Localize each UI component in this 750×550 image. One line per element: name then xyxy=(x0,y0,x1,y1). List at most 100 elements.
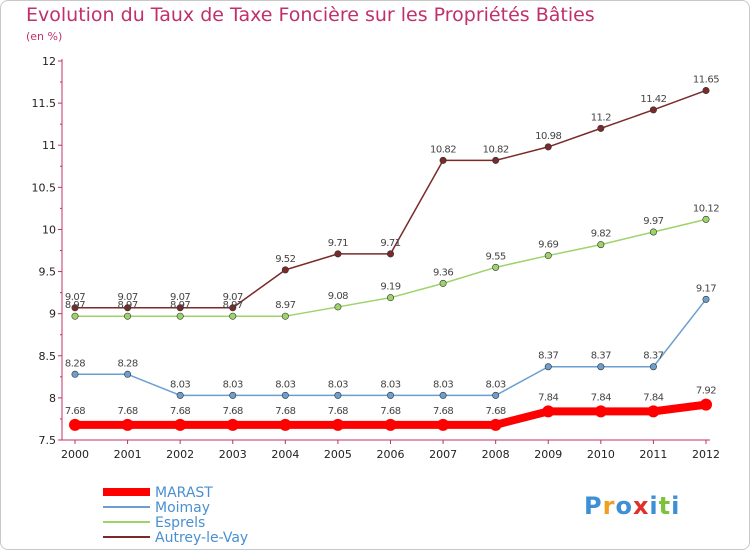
data-point-esprels xyxy=(124,312,132,320)
data-label-autrey-le-vay: 11.2 xyxy=(591,112,611,123)
y-tick-label: 8 xyxy=(49,392,56,405)
x-tick-label: 2001 xyxy=(114,448,142,461)
data-label-esprels: 9.08 xyxy=(328,291,348,302)
x-tick-label: 2006 xyxy=(377,448,405,461)
logo-letter: x xyxy=(632,492,650,520)
data-label-esprels: 8.97 xyxy=(223,300,243,311)
data-label-autrey-le-vay: 10.82 xyxy=(483,144,509,155)
data-point-autrey-le-vay xyxy=(544,143,552,151)
data-label-marast: 7.68 xyxy=(380,406,400,417)
y-tick-label: 11 xyxy=(42,139,56,152)
data-point-autrey-le-vay xyxy=(649,106,657,114)
data-point-autrey-le-vay xyxy=(597,124,605,132)
data-label-esprels: 9.55 xyxy=(486,251,506,262)
x-tick-label: 2008 xyxy=(482,448,510,461)
data-point-marast xyxy=(384,418,397,431)
x-tick-label: 2009 xyxy=(534,448,562,461)
series-marast xyxy=(69,398,712,431)
data-label-esprels: 9.36 xyxy=(433,267,453,278)
legend-entry-marast: MARAST xyxy=(155,485,213,501)
y-tick-label: 7.5 xyxy=(39,434,57,447)
data-label-esprels: 9.82 xyxy=(591,229,611,240)
y-tick-label: 11.5 xyxy=(32,97,57,110)
logo-letter: i xyxy=(649,492,659,520)
data-label-autrey-le-vay: 9.71 xyxy=(380,238,400,249)
data-label-marast: 7.84 xyxy=(538,392,558,403)
data-label-marast: 7.68 xyxy=(275,406,295,417)
data-label-moimay: 8.03 xyxy=(170,379,190,390)
data-label-marast: 7.68 xyxy=(65,406,85,417)
data-point-autrey-le-vay xyxy=(281,266,289,274)
logo-letter: r xyxy=(602,492,616,520)
data-point-marast xyxy=(226,418,239,431)
x-tick-label: 2003 xyxy=(219,448,247,461)
y-tick-label: 12 xyxy=(42,55,56,68)
data-label-autrey-le-vay: 9.07 xyxy=(170,292,190,303)
data-label-autrey-le-vay: 9.07 xyxy=(65,292,85,303)
data-label-moimay: 8.37 xyxy=(591,351,611,362)
series-autrey-le-vay xyxy=(71,86,710,312)
data-label-moimay: 8.03 xyxy=(328,379,348,390)
data-label-moimay: 8.03 xyxy=(223,379,243,390)
logo-letter: t xyxy=(658,492,672,520)
data-label-marast: 7.68 xyxy=(117,406,137,417)
data-point-moimay xyxy=(334,391,342,399)
data-point-moimay xyxy=(649,363,657,371)
data-point-marast xyxy=(174,418,187,431)
data-point-marast xyxy=(489,418,502,431)
data-label-esprels: 8.97 xyxy=(117,300,137,311)
data-point-esprels xyxy=(649,228,657,236)
data-label-autrey-le-vay: 11.42 xyxy=(640,94,666,105)
data-label-autrey-le-vay: 9.07 xyxy=(223,292,243,303)
data-point-marast xyxy=(121,418,134,431)
legend-entry-moimay: Moimay xyxy=(155,500,210,516)
data-point-autrey-le-vay xyxy=(492,156,500,164)
data-label-autrey-le-vay: 9.71 xyxy=(328,238,348,249)
data-point-marast xyxy=(279,418,292,431)
data-label-esprels: 9.97 xyxy=(643,216,663,227)
data-label-marast: 7.92 xyxy=(696,386,716,397)
data-label-moimay: 8.03 xyxy=(433,379,453,390)
data-point-marast xyxy=(647,405,660,418)
data-point-moimay xyxy=(492,391,500,399)
data-label-esprels: 9.69 xyxy=(538,240,558,251)
data-label-marast: 7.68 xyxy=(433,406,453,417)
series-layer xyxy=(69,86,712,431)
data-point-moimay xyxy=(176,391,184,399)
data-label-autrey-le-vay: 10.98 xyxy=(535,131,561,142)
data-label-moimay: 8.03 xyxy=(486,379,506,390)
data-label-marast: 7.68 xyxy=(223,406,243,417)
data-label-esprels: 10.12 xyxy=(693,203,719,214)
x-tick-label: 2005 xyxy=(324,448,352,461)
data-label-moimay: 8.37 xyxy=(643,351,663,362)
data-label-marast: 7.84 xyxy=(591,392,611,403)
data-label-esprels: 8.97 xyxy=(65,300,85,311)
y-tick-label: 10 xyxy=(42,223,56,236)
x-tick-label: 2007 xyxy=(429,448,457,461)
data-label-marast: 7.68 xyxy=(486,406,506,417)
y-tick-label: 9 xyxy=(49,308,56,321)
logo-letter: i xyxy=(671,492,681,520)
x-tick-label: 2012 xyxy=(692,448,720,461)
data-point-esprels xyxy=(492,263,500,271)
series-esprels xyxy=(71,215,710,320)
data-point-moimay xyxy=(281,391,289,399)
chart-subtitle: (en %) xyxy=(26,30,63,43)
chart-title: Evolution du Taux de Taxe Foncière sur l… xyxy=(26,4,595,26)
data-point-autrey-le-vay xyxy=(229,304,237,312)
data-point-autrey-le-vay xyxy=(439,156,447,164)
data-labels: 9.07 9.07 9.07 9.07 9.52 9.71 9.71 10.82 10.82 10… xyxy=(65,74,720,417)
data-label-moimay: 9.17 xyxy=(696,283,716,294)
data-point-moimay xyxy=(702,295,710,303)
y-tick-label: 10.5 xyxy=(32,181,57,194)
data-point-moimay xyxy=(439,391,447,399)
data-point-marast xyxy=(700,398,712,411)
data-label-esprels: 8.97 xyxy=(275,300,295,311)
data-point-esprels xyxy=(386,294,394,302)
data-point-moimay xyxy=(386,391,394,399)
data-point-autrey-le-vay xyxy=(334,250,342,258)
data-point-moimay xyxy=(229,391,237,399)
proxiti-logo: Proxiti xyxy=(584,492,680,520)
data-point-esprels xyxy=(439,279,447,287)
